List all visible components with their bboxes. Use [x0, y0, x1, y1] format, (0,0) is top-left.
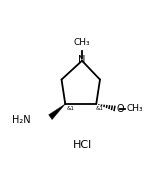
- Polygon shape: [49, 104, 65, 120]
- Text: O: O: [116, 104, 124, 114]
- Text: N: N: [78, 55, 86, 65]
- Text: &1: &1: [96, 106, 104, 111]
- Text: &1: &1: [67, 106, 74, 111]
- Text: CH₃: CH₃: [74, 38, 90, 47]
- Text: H₂N: H₂N: [12, 115, 31, 125]
- Text: CH₃: CH₃: [126, 104, 143, 113]
- Text: HCl: HCl: [72, 140, 92, 150]
